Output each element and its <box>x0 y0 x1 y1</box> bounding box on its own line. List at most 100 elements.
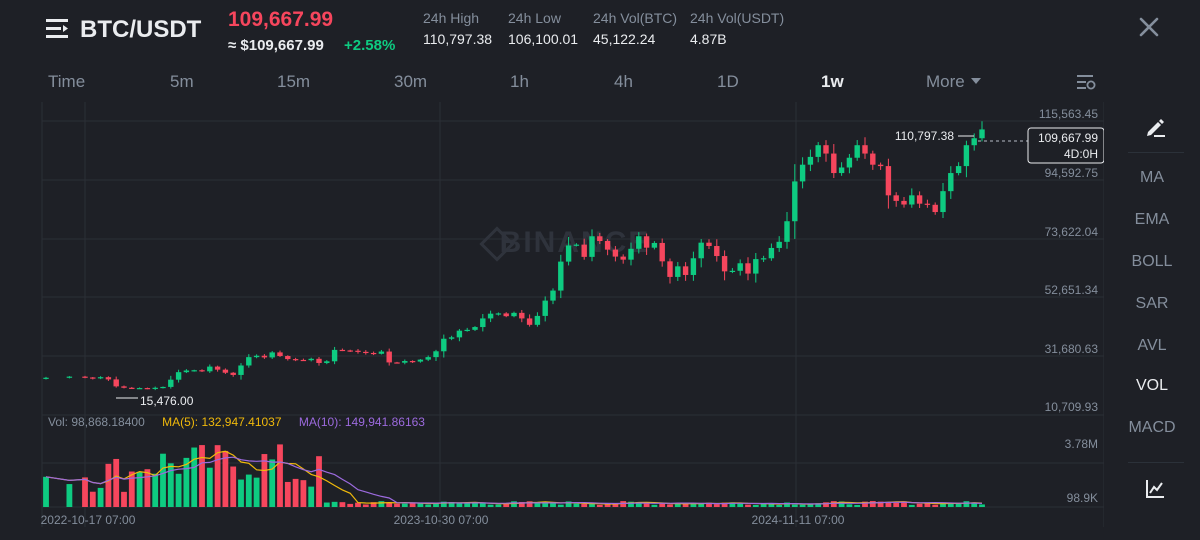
tab-more-label: More <box>926 72 965 91</box>
volume-bar <box>854 504 861 507</box>
candle-body <box>160 386 166 389</box>
volume-bar <box>472 502 478 507</box>
indicator-ema[interactable]: EMA <box>1134 211 1170 228</box>
volume-bar <box>565 501 572 507</box>
volume-bar <box>183 457 190 507</box>
candle-body <box>300 359 307 362</box>
tab-time[interactable]: Time <box>48 72 86 91</box>
volume-info: Vol: 98,868.18400 MA(5): 132,947.41037 M… <box>48 415 425 429</box>
price-axis-label: 73,622.04 <box>1045 225 1099 239</box>
candle-body <box>472 327 478 330</box>
candle-body <box>893 195 899 201</box>
volume-bar <box>199 445 205 507</box>
volume-bar <box>799 504 806 507</box>
candle-body <box>402 361 408 363</box>
volume-bar <box>464 502 471 507</box>
symbol-title[interactable]: BTC/USDT <box>80 16 202 43</box>
volume-ma-lines <box>45 450 983 505</box>
candle-body <box>955 166 962 174</box>
candle-body <box>698 242 704 259</box>
candle-body <box>565 245 572 262</box>
volume-bar <box>518 501 525 507</box>
chart-settings-icon[interactable] <box>1076 73 1096 91</box>
tab-1d[interactable]: 1D <box>717 72 739 91</box>
chart-type-icon[interactable] <box>1144 478 1166 500</box>
candle-body <box>230 372 236 375</box>
volume-bar <box>284 481 291 507</box>
volume-bar <box>823 502 829 507</box>
candle-body <box>480 318 486 328</box>
volume-bar <box>838 501 845 507</box>
candle-body <box>409 361 416 363</box>
tab-1h[interactable]: 1h <box>510 72 529 91</box>
volume-bar <box>612 503 619 507</box>
indicator-vol[interactable]: VOL <box>1135 377 1168 394</box>
candle-body <box>784 221 790 242</box>
candle-body <box>417 359 424 362</box>
candle-body <box>870 153 876 165</box>
candle-body <box>581 244 587 257</box>
candle-body <box>121 386 127 388</box>
candle-body <box>901 200 907 205</box>
candle-body <box>456 330 463 338</box>
volume-bar <box>542 501 549 507</box>
candle-body <box>214 366 221 370</box>
candle-body <box>324 361 330 363</box>
price-chart[interactable]: BINANCE 115,563.45 94,592.75 73,622.04 52,6… <box>0 0 1104 540</box>
indicator-sar[interactable]: SAR <box>1135 295 1169 312</box>
pencil-icon[interactable] <box>1144 116 1166 138</box>
header: BTC/USDT 109,667.99 ≈ $109,667.99 +2.58%… <box>0 0 1200 62</box>
volume-bar <box>503 503 510 507</box>
candle-body <box>378 351 385 354</box>
candle-body <box>558 261 564 291</box>
candle-body <box>597 236 603 242</box>
indicator-ma[interactable]: MA <box>1140 169 1164 186</box>
menu-icon[interactable] <box>46 18 70 40</box>
stat-value: 106,100.01 <box>508 31 579 47</box>
candle-body <box>253 355 260 358</box>
sidebar-divider <box>1128 152 1184 153</box>
volume-bar <box>573 503 580 507</box>
indicator-avl[interactable]: AVL <box>1137 337 1167 354</box>
volume-bar <box>136 471 143 507</box>
candle-body <box>394 362 400 364</box>
candle-body <box>152 387 158 389</box>
volume-bar <box>206 467 213 507</box>
tab-more[interactable]: More <box>926 72 981 92</box>
candle-body <box>386 351 392 363</box>
volume-bar <box>316 456 322 507</box>
tab-5m[interactable]: 5m <box>170 72 194 91</box>
candle-body <box>144 388 151 390</box>
candle-body <box>932 204 938 213</box>
tab-1w[interactable]: 1w <box>821 72 844 91</box>
tab-4h[interactable]: 4h <box>614 72 633 91</box>
volume-bar <box>885 501 892 507</box>
candle-body <box>238 365 244 375</box>
volume-bar <box>869 501 876 507</box>
candle-body <box>760 258 767 260</box>
close-icon[interactable] <box>1138 16 1160 38</box>
volume-value: Vol: 98,868.18400 <box>48 415 145 429</box>
volume-bar <box>113 458 120 507</box>
tab-15m[interactable]: 15m <box>277 72 311 91</box>
volume-bar <box>82 477 88 507</box>
volume-bar <box>682 503 689 507</box>
candle-body <box>316 358 322 363</box>
price-axis-label: 94,592.75 <box>1045 166 1099 180</box>
volume-bar <box>706 502 712 507</box>
interval-tabs: Time 5m 15m 30m 1h 4h 1D 1w More <box>0 62 1200 102</box>
candle-body <box>877 164 884 167</box>
candle-body <box>612 249 619 257</box>
indicator-macd[interactable]: MACD <box>1128 419 1176 436</box>
volume-bar <box>222 450 229 507</box>
volume-bar <box>955 503 962 507</box>
volume-bar <box>979 504 985 507</box>
date-axis-label: 2024-11-11 07:00 <box>752 513 845 527</box>
volume-bar <box>581 504 588 507</box>
indicator-boll[interactable]: BOLL <box>1131 253 1173 270</box>
volume-bar <box>495 504 502 507</box>
volume-bar <box>752 504 759 507</box>
tab-30m[interactable]: 30m <box>394 72 428 91</box>
candle-body <box>82 376 88 378</box>
candle-body <box>487 313 494 319</box>
